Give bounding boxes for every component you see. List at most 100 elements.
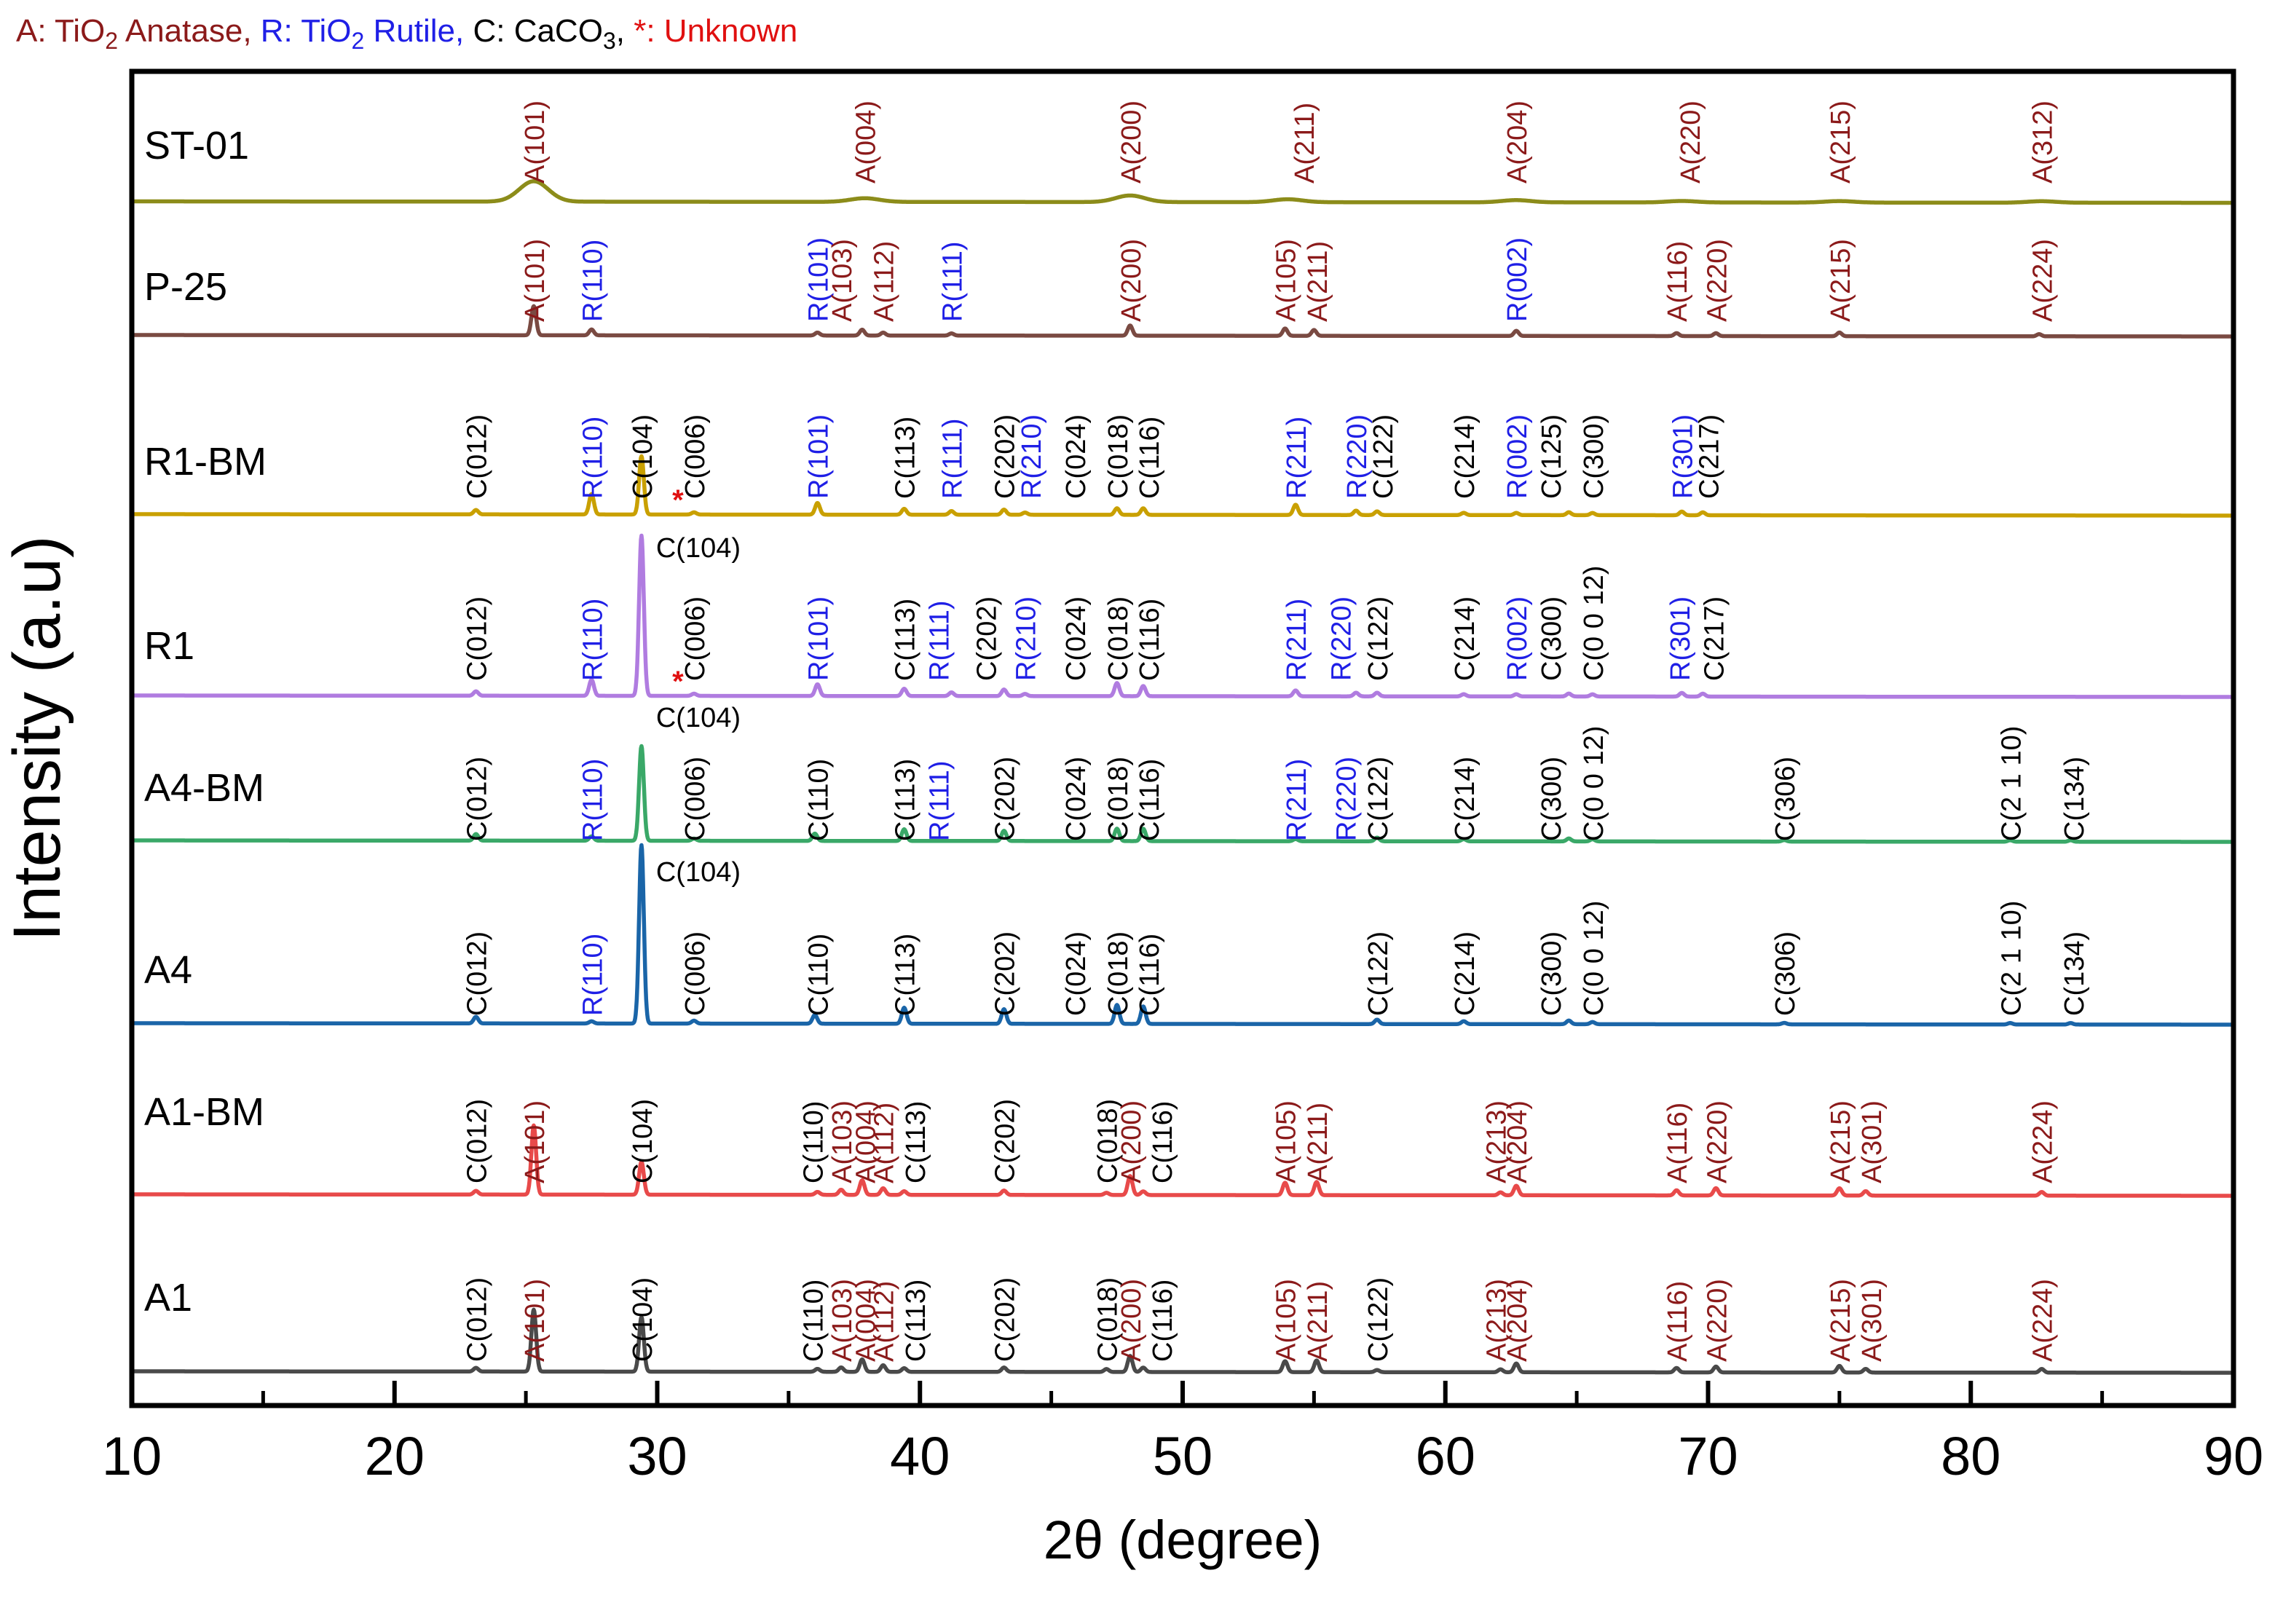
peak-label: C(018) [1092, 1277, 1123, 1362]
peak-label: A(200) [1116, 239, 1147, 322]
peak-label: C(2 1 10) [1996, 726, 2027, 841]
x-tick-label: 50 [1153, 1426, 1213, 1486]
peak-label: C(202) [990, 414, 1021, 499]
series-name-a4: A4 [144, 948, 192, 992]
series-names-layer: ST-01 P-25 R1-BM R1 A4-BM A4 A1-BM A1 [144, 124, 267, 1320]
peak-label: R(220) [1342, 414, 1373, 499]
peak-label: C(113) [891, 599, 921, 681]
peak-label: A(211) [1303, 241, 1333, 322]
peak-label: R(002) [1502, 596, 1533, 681]
peak-label: C(202) [971, 596, 1002, 681]
peak-label: R(101) [804, 596, 835, 681]
peak-label: A(112) [870, 241, 900, 322]
unknown-marker: * [672, 666, 684, 698]
peak-label: C(0 0 12) [1579, 726, 1609, 841]
peak-label: A(116) [1663, 1281, 1693, 1362]
x-tick-label: 80 [1941, 1426, 2000, 1486]
series-name-p-25: P-25 [144, 265, 227, 309]
peak-label: C(113) [891, 934, 921, 1016]
peak-label: A(101) [520, 1100, 551, 1183]
peak-label: A(103) [827, 1279, 858, 1362]
legend-anatase: A: TiO2 Anatase, [16, 13, 252, 54]
peak-label: C(104) [628, 414, 658, 499]
peak-label: C(134) [2059, 757, 2090, 841]
peak-label: C(300) [1537, 931, 1567, 1016]
peak-label: R(211) [1282, 759, 1312, 841]
peak-label: R(110) [577, 599, 608, 681]
peak-label: A(204) [1502, 100, 1533, 184]
peak-label: A(004) [851, 100, 882, 184]
peak-label: C(024) [1061, 931, 1092, 1016]
peak-label: A(215) [1826, 100, 1856, 184]
peak-label: A(215) [1826, 239, 1856, 322]
peak-label: C(214) [1450, 757, 1480, 841]
peak-label: C(116) [1148, 1280, 1178, 1362]
x-tick-label: 30 [627, 1426, 687, 1486]
peak-label: C(113) [891, 759, 921, 841]
x-tick-label: 20 [365, 1426, 425, 1486]
peak-label: C(0 0 12) [1579, 566, 1609, 681]
peak-label: R(210) [1017, 414, 1047, 499]
peak-label: A(213) [1481, 1279, 1512, 1362]
x-tick-label: 10 [102, 1426, 162, 1486]
peak-label: R(210) [1012, 596, 1042, 681]
peak-label: A(224) [2028, 1100, 2059, 1183]
peak-label: C(018) [1103, 931, 1134, 1016]
peak-label: C(300) [1537, 757, 1567, 841]
series-name-r1-bm: R1-BM [144, 440, 267, 484]
peak-label: C(113) [901, 1280, 931, 1362]
peak-label: C(202) [990, 757, 1021, 841]
peak-label: C(116) [1135, 417, 1165, 499]
peak-label: C(024) [1061, 596, 1092, 681]
peak-label: C(122) [1363, 596, 1394, 681]
peak-label: C(104) [628, 1099, 658, 1183]
peak-label: A(220) [1702, 1100, 1732, 1183]
series-name-a1: A1 [144, 1276, 192, 1320]
peak-label: A(220) [1702, 1279, 1732, 1362]
peak-label: C(024) [1061, 757, 1092, 841]
peak-label: C(012) [462, 1277, 493, 1362]
legend-rutile: R: TiO2 Rutile, [260, 13, 465, 54]
peak-label: R(101) [804, 414, 835, 499]
peak-label: R(220) [1326, 596, 1357, 681]
peak-label: A(211) [1290, 103, 1320, 184]
peak-label: A(200) [1116, 1279, 1147, 1362]
peak-label: C(122) [1363, 757, 1394, 841]
peak-label: A(204) [1502, 1100, 1533, 1183]
peak-label: A(224) [2028, 239, 2059, 322]
peak-label: R(111) [938, 418, 969, 499]
peak-label: C(125) [1537, 414, 1567, 499]
peak-label: C(214) [1450, 931, 1480, 1016]
peak-label: A(220) [1702, 239, 1732, 322]
peak-label: C(006) [680, 596, 711, 681]
peak-label: A(200) [1116, 1100, 1147, 1183]
peak-label: R(101) [804, 237, 835, 322]
peak-label: C(202) [990, 931, 1021, 1016]
peak-label-horizontal: C(104) [656, 857, 741, 888]
x-axis: 10 20 30 40 50 60 70 80 90 [102, 1381, 2263, 1486]
peak-label: A(312) [2028, 100, 2059, 184]
peak-label: C(024) [1061, 414, 1092, 499]
peak-label: C(018) [1103, 596, 1134, 681]
peak-label: R(211) [1282, 599, 1312, 681]
legend-calcite: C: CaCO3, [473, 13, 625, 54]
peak-label: C(116) [1135, 934, 1165, 1016]
peak-label: C(202) [990, 1277, 1021, 1362]
peak-label: C(012) [462, 1099, 493, 1183]
peak-label: C(300) [1537, 596, 1567, 681]
x-tick-label: 60 [1416, 1426, 1475, 1486]
legend-unknown: *: Unknown [634, 13, 798, 49]
peak-label: A(211) [1303, 1281, 1333, 1362]
peak-label: C(217) [1695, 414, 1725, 499]
peak-label: R(110) [577, 759, 608, 841]
peak-label: R(111) [925, 600, 955, 681]
peak-label: C(018) [1103, 757, 1134, 841]
peak-label: A(224) [2028, 1279, 2059, 1362]
peak-label: C(110) [804, 934, 835, 1016]
peak-label: C(214) [1450, 414, 1480, 499]
peak-label: A(101) [520, 100, 551, 184]
peak-label: C(006) [680, 414, 711, 499]
x-tick-label: 90 [2204, 1426, 2263, 1486]
phase-legend: A: TiO2 Anatase, R: TiO2 Rutile, C: CaCO… [16, 6, 797, 57]
peak-label: A(200) [1116, 100, 1147, 184]
